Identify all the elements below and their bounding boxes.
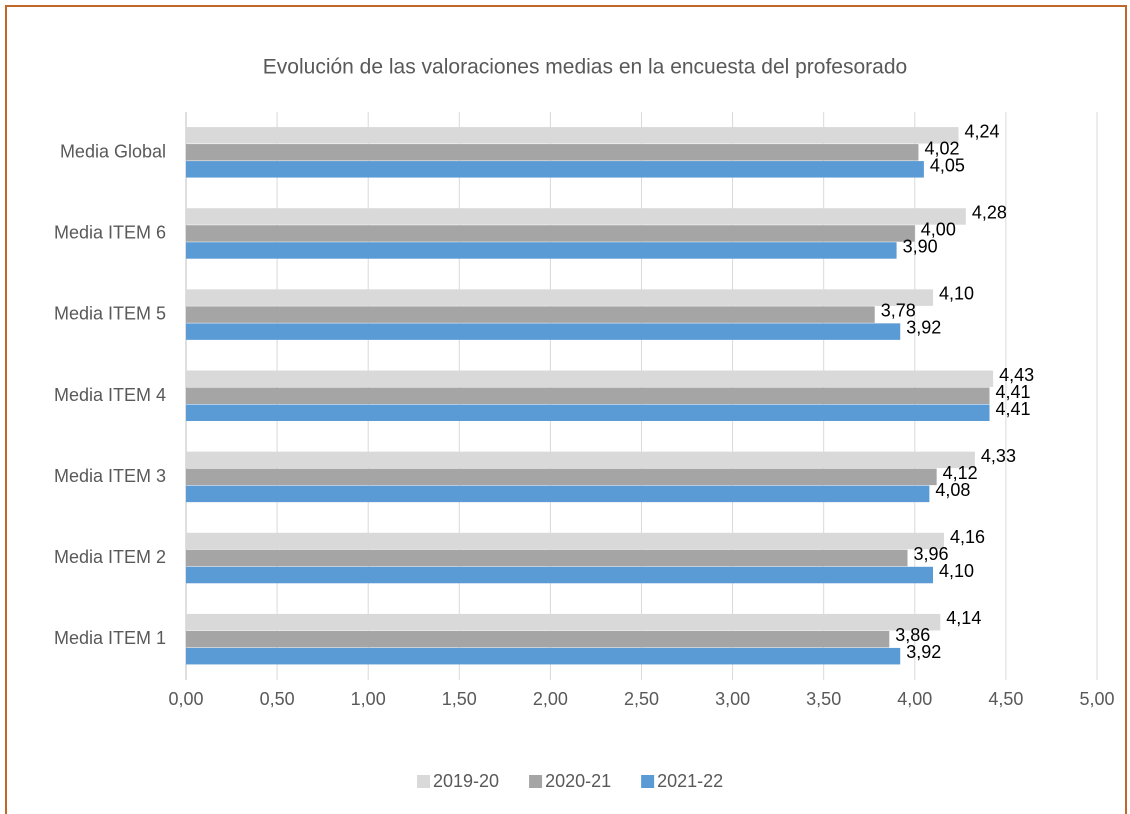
data-label: 4,16	[950, 527, 985, 547]
bar	[186, 144, 919, 161]
data-label: 4,12	[943, 463, 978, 483]
x-tick-label: 3,50	[806, 689, 841, 709]
legend-label: 2019-20	[433, 771, 499, 791]
x-tick-label: 0,00	[168, 689, 203, 709]
bar	[186, 404, 990, 421]
data-label: 4,24	[965, 121, 1000, 141]
data-label: 4,41	[996, 399, 1031, 419]
bar	[186, 208, 966, 225]
data-label: 4,10	[939, 284, 974, 304]
bar	[186, 225, 915, 242]
data-label: 3,96	[914, 544, 949, 564]
x-tick-label: 3,00	[715, 689, 750, 709]
data-label: 3,78	[881, 301, 916, 321]
bar	[186, 127, 959, 144]
frame	[5, 5, 1127, 814]
data-label: 4,00	[921, 219, 956, 239]
data-label: 4,14	[946, 608, 981, 628]
bar	[186, 647, 901, 665]
data-label: 4,08	[935, 480, 970, 500]
x-tick-label: 0,50	[260, 689, 295, 709]
y-tick-label: Media ITEM 1	[54, 628, 166, 648]
data-label: 4,02	[924, 138, 959, 158]
legend-swatch	[417, 775, 430, 788]
x-tick-label: 4,50	[988, 689, 1023, 709]
data-label: 4,33	[981, 446, 1016, 466]
legend-label: 2021-22	[657, 771, 723, 791]
x-tick-label: 5,00	[1079, 689, 1114, 709]
y-tick-label: Media ITEM 2	[54, 547, 166, 567]
bar	[186, 468, 937, 486]
x-tick-label: 2,00	[533, 689, 568, 709]
bar	[186, 451, 975, 469]
bar	[186, 370, 994, 387]
data-label: 3,86	[895, 625, 930, 645]
bar	[186, 289, 934, 306]
data-label: 4,10	[939, 561, 974, 581]
data-label: 3,90	[903, 236, 938, 256]
bar	[186, 613, 941, 631]
data-label: 4,41	[996, 382, 1031, 402]
bar	[186, 549, 908, 567]
y-tick-label: Media ITEM 3	[54, 466, 166, 486]
legend-label: 2020-21	[545, 771, 611, 791]
bar	[186, 161, 924, 178]
bar	[186, 242, 897, 259]
bar	[186, 630, 890, 648]
bar	[186, 485, 930, 503]
chart-title: Evolución de las valoraciones medias en …	[263, 56, 907, 79]
legend-swatch	[529, 775, 543, 788]
x-tick-label: 4,00	[897, 689, 932, 709]
bar	[186, 387, 990, 404]
data-label: 3,92	[906, 642, 941, 662]
data-label: 4,05	[930, 155, 965, 175]
data-label: 3,92	[906, 318, 941, 338]
y-tick-label: Media ITEM 4	[54, 385, 166, 405]
data-label: 4,43	[999, 365, 1034, 385]
bar	[186, 532, 944, 550]
data-label: 4,28	[972, 202, 1007, 222]
y-tick-label: Media ITEM 5	[54, 304, 166, 324]
bar	[186, 323, 901, 340]
x-tick-label: 1,00	[351, 689, 386, 709]
bar	[186, 566, 934, 584]
x-tick-label: 1,50	[442, 689, 477, 709]
y-tick-label: Media Global	[60, 141, 166, 161]
x-tick-label: 2,50	[624, 689, 659, 709]
bar	[186, 306, 875, 323]
legend-swatch	[641, 775, 655, 788]
y-tick-label: Media ITEM 6	[54, 222, 166, 242]
